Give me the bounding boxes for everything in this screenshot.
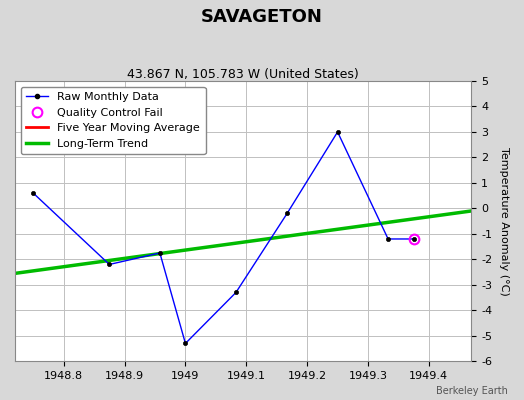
Line: Raw Monthly Data: Raw Monthly Data	[31, 130, 416, 346]
Raw Monthly Data	[182, 341, 189, 346]
Raw Monthly Data	[284, 211, 290, 216]
Text: Berkeley Earth: Berkeley Earth	[436, 386, 508, 396]
Legend: Raw Monthly Data, Quality Control Fail, Five Year Moving Average, Long-Term Tren: Raw Monthly Data, Quality Control Fail, …	[20, 86, 205, 154]
Raw Monthly Data	[410, 236, 417, 241]
Y-axis label: Temperature Anomaly (°C): Temperature Anomaly (°C)	[499, 147, 509, 296]
Raw Monthly Data	[233, 290, 239, 295]
Raw Monthly Data	[157, 250, 163, 255]
Raw Monthly Data	[385, 236, 391, 241]
Raw Monthly Data	[334, 130, 341, 134]
Raw Monthly Data	[106, 262, 113, 267]
Raw Monthly Data	[30, 191, 36, 196]
Title: 43.867 N, 105.783 W (United States): 43.867 N, 105.783 W (United States)	[127, 68, 359, 81]
Text: SAVAGETON: SAVAGETON	[201, 8, 323, 26]
